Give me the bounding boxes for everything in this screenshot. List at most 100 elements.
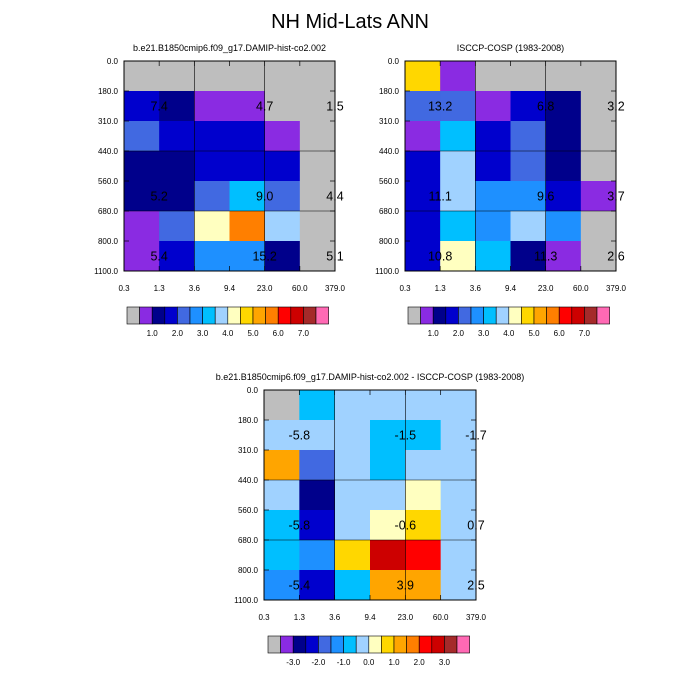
heatmap-cell bbox=[229, 181, 266, 212]
heatmap-cell bbox=[264, 61, 301, 92]
heatmap-cell bbox=[580, 61, 617, 92]
heatmap-cell bbox=[264, 211, 301, 242]
heatmap-cell bbox=[475, 241, 511, 272]
heatmap-cell bbox=[580, 121, 617, 152]
heatmap-cell bbox=[159, 211, 195, 242]
panel-title: b.e21.B1850cmip6.f09_g17.DAMIP-hist-co2.… bbox=[216, 372, 525, 382]
heatmap-cell bbox=[405, 181, 441, 212]
heatmap-cell bbox=[475, 151, 511, 182]
heatmap-cell bbox=[510, 121, 547, 152]
y-tick-label: 1100.0 bbox=[375, 267, 399, 276]
y-tick-label: 0.0 bbox=[388, 57, 400, 66]
colorbar-label: 6.0 bbox=[273, 329, 285, 338]
y-tick-label: 680.0 bbox=[379, 207, 400, 216]
colorbar-label: 2.0 bbox=[172, 329, 184, 338]
heatmap-cell bbox=[299, 211, 336, 242]
heatmap-cell bbox=[264, 181, 301, 212]
heatmap-cell bbox=[370, 570, 406, 601]
heatmap-cell bbox=[334, 510, 371, 541]
heatmap-cell bbox=[124, 181, 160, 212]
y-tick-label: 180.0 bbox=[98, 87, 119, 96]
heatmap-cell bbox=[370, 420, 406, 451]
colorbar-swatch bbox=[596, 306, 610, 325]
colorbar-swatch bbox=[420, 306, 434, 325]
y-tick-label: 560.0 bbox=[238, 506, 259, 515]
y-tick-label: 800.0 bbox=[238, 566, 259, 575]
heatmap-cell bbox=[264, 480, 300, 511]
data-label: 15.2 bbox=[252, 250, 276, 264]
x-tick-label: 60.0 bbox=[573, 284, 589, 293]
heatmap-cell bbox=[334, 420, 371, 451]
heatmap-cell bbox=[229, 121, 266, 152]
x-tick-label: 23.0 bbox=[398, 613, 414, 622]
colorbar-swatch bbox=[431, 635, 445, 654]
colorbar-swatch bbox=[139, 306, 153, 325]
panels: b.e21.B1850cmip6.f09_g17.DAMIP-hist-co2.… bbox=[94, 43, 626, 667]
colorbar-swatch bbox=[406, 635, 420, 654]
heatmap-cell bbox=[510, 211, 547, 242]
colorbar-swatch bbox=[315, 306, 329, 325]
x-tick-label: 9.4 bbox=[505, 284, 517, 293]
heatmap-cell bbox=[475, 91, 511, 122]
colorbar-swatch bbox=[355, 635, 370, 654]
colorbar-swatch bbox=[432, 306, 447, 325]
heatmap-cell bbox=[580, 241, 617, 272]
colorbar-swatch bbox=[305, 635, 319, 654]
colorbar-label: 1.0 bbox=[388, 658, 400, 667]
heatmap-cell bbox=[264, 91, 301, 122]
x-tick-label: 3.6 bbox=[189, 284, 201, 293]
x-tick-label: 1.3 bbox=[435, 284, 447, 293]
data-label: 10.8 bbox=[428, 250, 452, 264]
y-tick-label: 310.0 bbox=[238, 446, 259, 455]
heatmap-cell bbox=[545, 151, 582, 182]
heatmap-cell bbox=[405, 540, 442, 571]
colorbar-label: -1.0 bbox=[337, 658, 351, 667]
colorbar-swatch bbox=[456, 635, 470, 654]
x-tick-label: 379.0 bbox=[325, 284, 346, 293]
heatmap-cell bbox=[334, 390, 371, 421]
x-tick-label: 1.3 bbox=[154, 284, 166, 293]
colorbar-swatch bbox=[584, 306, 598, 325]
heatmap-cell bbox=[440, 181, 476, 212]
heatmap-cell bbox=[194, 121, 230, 152]
data-label: 11.1 bbox=[428, 190, 451, 204]
heatmap-cell bbox=[229, 211, 266, 242]
heatmap-cell bbox=[229, 151, 266, 182]
heatmap-cell bbox=[370, 450, 406, 481]
heatmap-cell bbox=[405, 420, 442, 451]
heatmap-cell bbox=[334, 480, 371, 511]
y-tick-label: 310.0 bbox=[379, 117, 400, 126]
colorbar-label: 1.0 bbox=[147, 329, 159, 338]
x-tick-label: 0.3 bbox=[399, 284, 411, 293]
heatmap-cell bbox=[405, 121, 441, 152]
y-tick-label: 680.0 bbox=[238, 536, 259, 545]
y-tick-label: 680.0 bbox=[98, 207, 119, 216]
data-label: 9.0 bbox=[256, 190, 273, 204]
heatmap-cell bbox=[440, 570, 477, 601]
heatmap-cell bbox=[405, 510, 442, 541]
data-label: 1.5 bbox=[326, 100, 343, 114]
heatmap-cell bbox=[229, 241, 266, 272]
heatmap-cell bbox=[580, 91, 617, 122]
y-tick-label: 560.0 bbox=[379, 177, 400, 186]
heatmap-cell bbox=[440, 61, 476, 92]
data-label: 13.2 bbox=[428, 100, 452, 114]
data-label: 3.2 bbox=[607, 100, 624, 114]
data-label: 4.4 bbox=[326, 190, 343, 204]
heatmap-cell bbox=[299, 181, 336, 212]
panel-title: ISCCP-COSP (1983-2008) bbox=[457, 43, 564, 53]
heatmap-cell bbox=[264, 450, 300, 481]
data-label: -1.7 bbox=[465, 429, 487, 443]
y-tick-label: 440.0 bbox=[379, 147, 400, 156]
y-tick-label: 1100.0 bbox=[234, 596, 258, 605]
colorbar-swatch bbox=[368, 635, 382, 654]
colorbar-swatch bbox=[240, 306, 254, 325]
data-label: 0.7 bbox=[467, 519, 484, 533]
heatmap-cell bbox=[299, 61, 336, 92]
heatmap-cell bbox=[299, 450, 336, 481]
colorbar-swatch bbox=[202, 306, 216, 325]
y-tick-label: 560.0 bbox=[98, 177, 119, 186]
colorbar-swatch bbox=[265, 306, 279, 325]
figure-title: NH Mid-Lats ANN bbox=[271, 11, 429, 33]
heatmap-cell bbox=[299, 91, 336, 122]
